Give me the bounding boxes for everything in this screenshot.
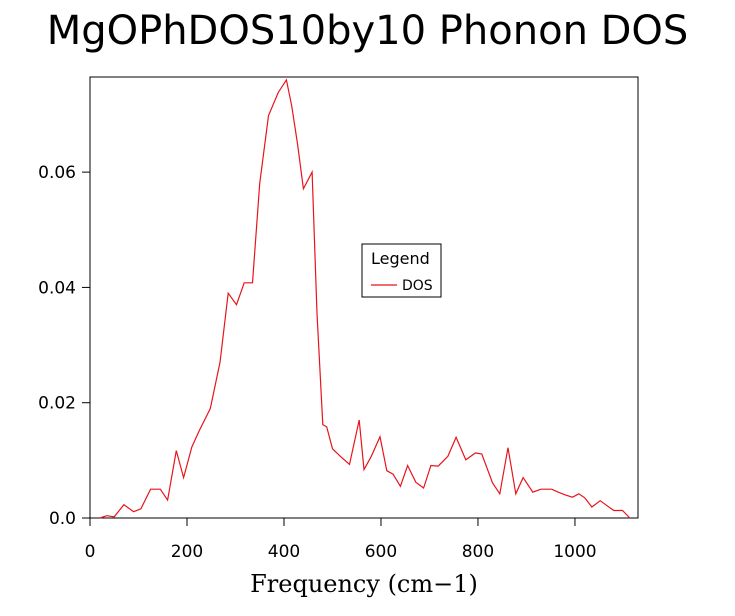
y-tick-label: 0.04 xyxy=(38,278,76,298)
y-axis: 0.0 0.02 0.04 0.06 xyxy=(38,163,90,529)
x-tick-label: 400 xyxy=(268,542,300,562)
chart-title: MgOPhDOS10by10 Phonon DOS xyxy=(46,8,689,54)
y-tick-label: 0.06 xyxy=(38,163,76,183)
x-axis: 0 200 400 600 800 1000 xyxy=(85,518,597,562)
legend: Legend DOS xyxy=(361,243,442,298)
y-tick-label: 0.02 xyxy=(38,394,76,414)
x-tick-label: 0 xyxy=(85,542,96,562)
y-tick-label: 0.0 xyxy=(49,509,76,529)
x-axis-label: Frequency (cm−1) xyxy=(250,570,478,598)
legend-box xyxy=(361,243,442,298)
legend-entry-dos: DOS xyxy=(402,278,433,294)
x-tick-label: 1000 xyxy=(553,542,596,562)
x-tick-label: 800 xyxy=(462,542,494,562)
x-tick-label: 600 xyxy=(365,542,397,562)
legend-title: Legend xyxy=(371,249,430,268)
plot-frame xyxy=(89,76,639,519)
series-dos-line xyxy=(99,78,631,519)
x-tick-label: 200 xyxy=(171,542,203,562)
